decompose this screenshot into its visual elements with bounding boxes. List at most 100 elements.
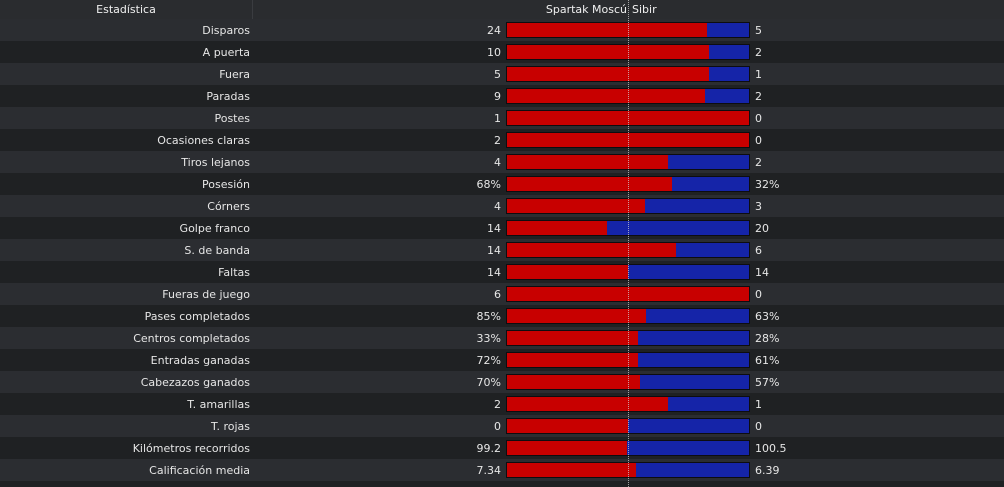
home-share-fill [507,309,646,323]
home-share-fill [507,331,638,345]
stat-row: Disparos 24 5 [0,19,1004,41]
away-value: 0 [755,287,762,301]
stat-label: Tiros lejanos [181,155,250,169]
comparison-bar [506,154,750,170]
away-value: 61% [755,353,780,367]
comparison-bar [506,66,750,82]
home-value: 6 [494,287,501,301]
comparison-bar [506,132,750,148]
comparison-bar [506,110,750,126]
stat-row: T. amarillas 2 1 [0,393,1004,415]
comparison-bar [506,264,750,280]
stat-row: Posesión 68% 32% [0,173,1004,195]
away-value: 3 [755,199,762,213]
comparison-bar [506,462,750,478]
stat-label: Calificación media [149,463,250,477]
stat-label: A puerta [202,45,250,59]
home-share-fill [507,111,749,125]
stat-row: Postes 1 0 [0,107,1004,129]
home-share-fill [507,89,705,103]
home-value: 14 [487,265,501,279]
home-share-fill [507,375,641,389]
home-value: 72% [476,353,501,367]
comparison-bar [506,44,750,60]
away-team-name: Sibir [632,3,657,16]
home-value: 14 [487,221,501,235]
stat-label: Paradas [206,89,250,103]
comparison-bar [506,374,750,390]
comparison-bar [506,198,750,214]
home-share-fill [507,419,628,433]
stat-label: Kilómetros recorridos [132,441,250,455]
home-value: 1 [494,111,501,125]
away-value: 0 [755,133,762,147]
home-value: 9 [494,89,501,103]
home-value: 7.34 [476,463,502,477]
home-share-fill [507,243,677,257]
stat-row: Ocasiones claras 2 0 [0,129,1004,151]
home-value: 85% [476,309,501,323]
home-value: 2 [494,397,501,411]
home-value: 4 [494,155,501,169]
away-value: 0 [755,111,762,125]
home-value: 70% [476,375,501,389]
stats-header: Estadística Spartak Moscú Sibir [0,0,1004,19]
stat-row: Pases completados 85% 63% [0,305,1004,327]
away-value: 5 [755,23,762,37]
stat-label: Faltas [218,265,250,279]
away-value: 2 [755,45,762,59]
comparison-bar [506,176,750,192]
away-value: 6 [755,243,762,257]
home-value: 14 [487,243,501,257]
comparison-bar [506,88,750,104]
home-share-fill [507,199,646,213]
home-team-name: Spartak Moscú [545,3,627,16]
stat-label: Cabezazos ganados [140,375,250,389]
home-share-fill [507,463,637,477]
stat-row: Centros completados 33% 28% [0,327,1004,349]
home-share-fill [507,45,709,59]
stats-table: Disparos 24 5 A puerta 10 2 Fuera 5 1 Paradas 9 2 Po… [0,19,1004,481]
stat-row: T. rojas 0 0 [0,415,1004,437]
stat-label: S. de banda [184,243,250,257]
comparison-bar [506,440,750,456]
stat-label: T. rojas [211,419,250,433]
home-value: 0 [494,419,501,433]
home-value: 4 [494,199,501,213]
stat-label: Entradas ganadas [150,353,250,367]
comparison-bar [506,242,750,258]
home-value: 99.2 [476,441,502,455]
away-value: 20 [755,221,769,235]
comparison-bar [506,286,750,302]
home-share-fill [507,133,749,147]
stat-label: Pases completados [144,309,250,323]
stat-row: Entradas ganadas 72% 61% [0,349,1004,371]
stat-label: Postes [214,111,250,125]
comparison-bar [506,308,750,324]
comparison-bar [506,220,750,236]
stat-label: Ocasiones claras [157,133,250,147]
stat-row: Fuera 5 1 [0,63,1004,85]
home-value: 68% [476,177,501,191]
comparison-bar [506,22,750,38]
stat-row: Tiros lejanos 4 2 [0,151,1004,173]
stat-row: Calificación media 7.34 6.39 [0,459,1004,481]
home-share-fill [507,287,749,301]
away-value: 2 [755,89,762,103]
home-share-fill [507,221,607,235]
away-value: 2 [755,155,762,169]
stat-label: Córners [207,199,250,213]
home-value: 10 [487,45,501,59]
home-value: 24 [487,23,501,37]
home-value: 33% [476,331,501,345]
column-header-stat[interactable]: Estadística [0,0,253,19]
comparison-bar [506,396,750,412]
home-share-fill [507,265,628,279]
away-value: 63% [755,309,780,323]
stat-label: Disparos [202,23,250,37]
stat-row: Kilómetros recorridos 99.2 100.5 [0,437,1004,459]
stat-label: Fuera [219,67,250,81]
home-share-fill [507,177,672,191]
stat-row: Paradas 9 2 [0,85,1004,107]
